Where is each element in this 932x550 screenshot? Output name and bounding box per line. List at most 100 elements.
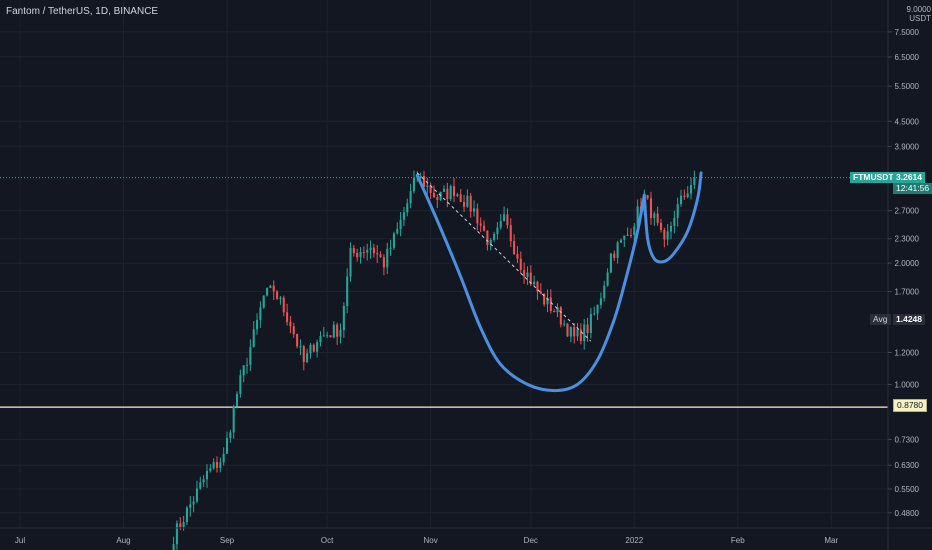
time-tick-label: Feb — [731, 536, 745, 545]
candle — [646, 194, 649, 200]
candle — [446, 182, 449, 208]
candle-body — [499, 221, 502, 228]
price-tick-label: 2.0000 — [895, 259, 920, 268]
candle-body — [429, 185, 432, 193]
candle-body — [316, 342, 319, 352]
candle-body — [359, 252, 362, 258]
candle-body — [342, 306, 345, 331]
candle-body — [563, 323, 566, 325]
candle — [439, 191, 442, 201]
price-tick-label: 0.7300 — [895, 435, 920, 444]
candle — [356, 248, 359, 262]
candle-body — [346, 276, 349, 307]
candle-body — [442, 188, 446, 192]
candle — [503, 206, 506, 222]
candle-body — [215, 462, 219, 468]
candle — [382, 254, 385, 276]
candle — [232, 404, 235, 439]
chart-grid — [0, 0, 888, 528]
candle — [286, 303, 289, 326]
candle — [663, 227, 666, 248]
candle — [369, 240, 372, 259]
candle-body — [199, 482, 202, 489]
candle-body — [603, 285, 606, 299]
candle-body — [473, 208, 476, 212]
candle — [312, 343, 315, 353]
candle-body — [209, 468, 212, 471]
candle-body — [583, 324, 586, 341]
candle — [189, 496, 192, 517]
candle-body — [252, 329, 255, 348]
avg-label-badge: Avg — [870, 314, 891, 325]
candle-body — [249, 347, 252, 365]
candle — [209, 464, 212, 473]
candle — [402, 206, 405, 227]
axis-currency: 9.0000 USDT — [891, 5, 931, 23]
candle — [242, 364, 245, 383]
candle-body — [272, 285, 275, 292]
candle-body — [646, 195, 649, 199]
candle-body — [372, 247, 375, 254]
horizontal-lines — [0, 177, 888, 408]
candle — [266, 287, 269, 297]
candle — [483, 220, 486, 232]
candle — [666, 224, 669, 246]
candle — [569, 326, 572, 343]
candle — [623, 235, 626, 248]
candle — [476, 203, 479, 231]
candle-body — [219, 462, 222, 468]
candle-body — [192, 501, 195, 505]
candle-body — [666, 231, 669, 240]
candle-body — [352, 248, 355, 253]
candle — [406, 198, 409, 217]
candle-body — [533, 281, 536, 285]
candle-body — [239, 375, 242, 394]
candle — [649, 191, 653, 225]
candle — [199, 476, 202, 490]
candle-body — [509, 225, 512, 242]
candle — [396, 222, 399, 235]
candle — [593, 306, 596, 316]
candle-body — [556, 307, 559, 313]
candle-body — [256, 319, 259, 330]
candle — [426, 177, 429, 195]
candle — [469, 192, 472, 218]
time-tick-label: Jul — [15, 536, 25, 545]
candle-body — [596, 304, 599, 314]
candle-body — [332, 324, 335, 338]
candle — [573, 323, 576, 344]
candle-body — [649, 198, 653, 219]
candle-body — [523, 269, 526, 277]
candle — [586, 317, 589, 342]
candle-body — [246, 364, 249, 366]
candle-body — [302, 346, 305, 363]
candle — [509, 218, 512, 248]
candle — [329, 335, 332, 338]
time-axis: Jul Aug Sep Oct Nov Dec 2022 Feb Mar — [0, 527, 932, 545]
candle-body — [232, 406, 235, 433]
candle-body — [536, 281, 539, 292]
candle — [349, 242, 352, 282]
candle-body — [379, 254, 382, 258]
candle — [322, 326, 325, 337]
price-tick-label: 1.7000 — [895, 288, 920, 297]
candle — [619, 238, 622, 243]
price-tick-label: 0.6300 — [895, 461, 920, 470]
candle-body — [312, 344, 315, 352]
candle-body — [306, 353, 309, 363]
candle — [659, 218, 663, 233]
candle-body — [476, 208, 479, 224]
candle — [686, 186, 689, 199]
candle-body — [296, 334, 299, 347]
price-axis: 7.5000 6.5000 5.5000 4.5000 3.9000 2.7000 2.30… — [887, 0, 920, 550]
price-tick-label: 2.3000 — [895, 235, 920, 244]
time-tick-label: Dec — [524, 536, 538, 545]
candle-body — [569, 327, 572, 337]
candle — [412, 170, 415, 194]
candle — [626, 227, 629, 236]
time-tick-label: Mar — [824, 536, 838, 545]
candle-body — [322, 335, 325, 337]
pattern-drawings — [415, 171, 703, 393]
price-tick-label: 6.5000 — [895, 53, 920, 62]
